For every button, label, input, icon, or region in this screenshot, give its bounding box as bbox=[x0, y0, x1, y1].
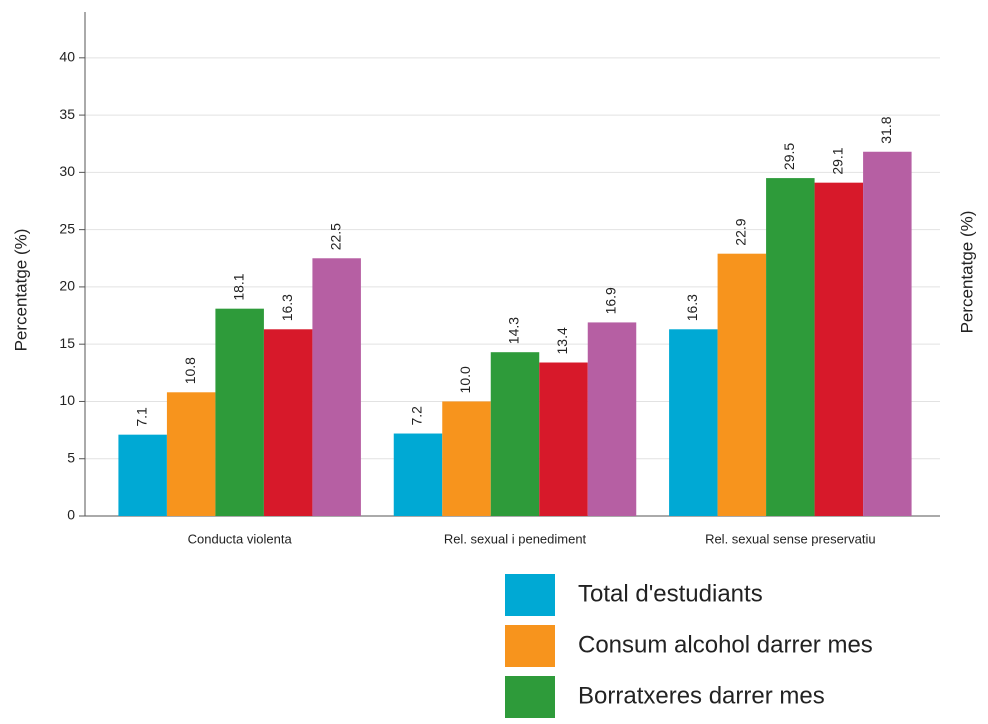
bar bbox=[263, 329, 313, 516]
bar bbox=[312, 258, 361, 516]
bar bbox=[166, 392, 216, 516]
legend-swatch bbox=[505, 676, 555, 718]
bar bbox=[717, 253, 767, 516]
bar bbox=[814, 182, 864, 516]
bar bbox=[215, 308, 264, 516]
legend-label: Consum alcohol darrer mes bbox=[578, 631, 873, 658]
value-label: 16.9 bbox=[603, 287, 619, 314]
bar bbox=[766, 178, 815, 516]
y-tick-label: 15 bbox=[59, 335, 75, 351]
value-label: 7.1 bbox=[133, 407, 149, 427]
y-tick-label: 10 bbox=[59, 392, 75, 408]
legend-label: Total d'estudiants bbox=[578, 580, 763, 607]
bar bbox=[863, 151, 912, 516]
bar bbox=[118, 434, 167, 516]
bar bbox=[539, 362, 588, 516]
x-tick-label: Conducta violenta bbox=[188, 531, 293, 546]
y-axis-label: Percentatge (%) bbox=[11, 229, 30, 352]
legend-label: Borratxeres darrer mes bbox=[578, 682, 825, 709]
x-tick-label: Rel. sexual sense preservatiu bbox=[705, 531, 876, 546]
bar bbox=[442, 401, 491, 516]
x-tick-label: Rel. sexual i penediment bbox=[444, 531, 587, 546]
value-label: 16.3 bbox=[684, 294, 700, 321]
bar bbox=[587, 322, 637, 516]
value-label: 7.2 bbox=[409, 406, 425, 426]
legend-swatch bbox=[505, 625, 555, 667]
bar bbox=[669, 329, 718, 516]
y-tick-label: 20 bbox=[59, 278, 75, 294]
legend-swatch bbox=[505, 574, 555, 616]
y-tick-label: 0 bbox=[67, 507, 75, 523]
value-label: 16.3 bbox=[279, 294, 295, 321]
value-label: 22.9 bbox=[733, 218, 749, 245]
y2-axis-label: Percentatge (%) bbox=[957, 211, 976, 334]
y-tick-label: 30 bbox=[59, 163, 75, 179]
value-label: 13.4 bbox=[554, 327, 570, 354]
y-tick-label: 40 bbox=[59, 49, 75, 65]
y-tick-label: 35 bbox=[59, 106, 75, 122]
y-tick-label: 5 bbox=[67, 449, 75, 465]
y-tick-label: 25 bbox=[59, 220, 75, 236]
value-label: 29.5 bbox=[781, 143, 797, 170]
value-label: 29.1 bbox=[830, 147, 846, 174]
value-label: 10.8 bbox=[182, 357, 198, 384]
value-label: 18.1 bbox=[230, 273, 246, 300]
value-label: 14.3 bbox=[506, 317, 522, 344]
value-label: 22.5 bbox=[327, 223, 343, 250]
bar bbox=[490, 352, 540, 516]
bar bbox=[393, 433, 443, 516]
value-label: 10.0 bbox=[457, 366, 473, 393]
value-label: 31.8 bbox=[878, 116, 894, 143]
